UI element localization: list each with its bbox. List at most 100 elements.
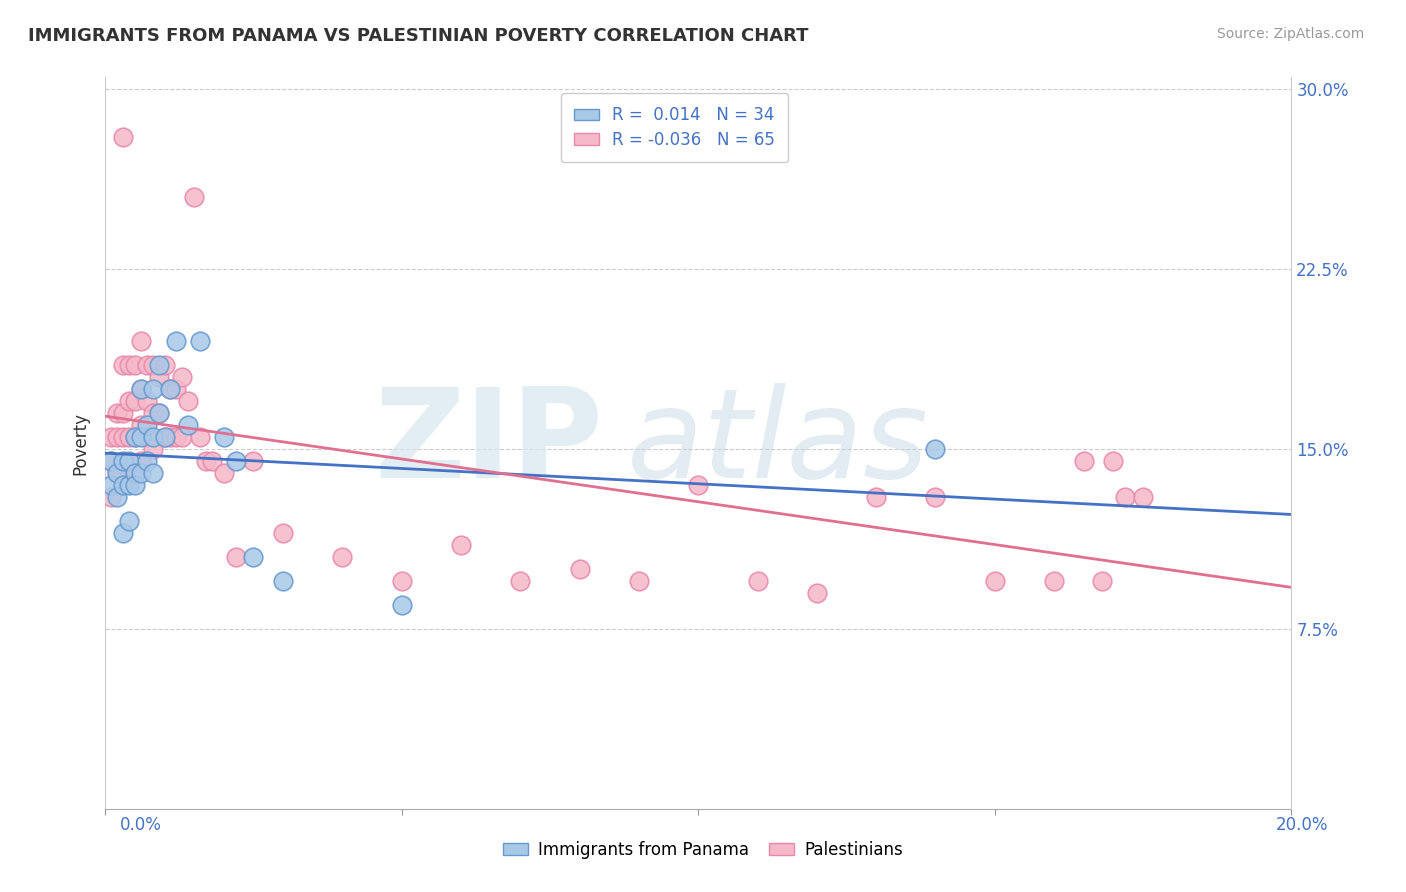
Point: [129, 430, 152, 444]
Point: [105, 406, 128, 420]
Point: [111, 130, 134, 145]
Point: [142, 442, 165, 457]
Point: [124, 466, 146, 480]
Point: [1043, 574, 1066, 589]
Point: [165, 382, 187, 396]
Point: [747, 574, 769, 589]
Point: [153, 430, 176, 444]
Point: [129, 466, 152, 480]
Point: [100, 454, 122, 468]
Point: [129, 334, 152, 349]
Point: [627, 574, 650, 589]
Point: [212, 430, 235, 444]
Point: [332, 550, 354, 565]
Point: [1114, 490, 1136, 504]
Point: [118, 478, 141, 492]
Point: [271, 526, 294, 541]
Point: [135, 394, 157, 409]
Point: [105, 430, 128, 444]
Point: [124, 430, 146, 444]
Point: [111, 406, 134, 420]
Point: [159, 382, 181, 396]
Text: ZIP: ZIP: [374, 383, 603, 504]
Point: [225, 454, 247, 468]
Point: [118, 466, 141, 480]
Point: [568, 562, 591, 576]
Point: [172, 430, 194, 444]
Point: [1102, 454, 1125, 468]
Legend: R =  0.014   N = 34, R = -0.036   N = 65: R = 0.014 N = 34, R = -0.036 N = 65: [561, 93, 789, 162]
Point: [1073, 454, 1095, 468]
Point: [159, 430, 181, 444]
Point: [135, 418, 157, 433]
Point: [391, 598, 413, 612]
Legend: Immigrants from Panama, Palestinians: Immigrants from Panama, Palestinians: [496, 835, 910, 866]
Point: [111, 478, 134, 492]
Point: [129, 454, 152, 468]
Point: [118, 454, 141, 468]
Point: [1132, 490, 1154, 504]
Point: [124, 430, 146, 444]
Point: [195, 454, 218, 468]
Point: [188, 334, 211, 349]
Point: [105, 466, 128, 480]
Point: [509, 574, 531, 589]
Point: [177, 394, 200, 409]
Point: [165, 430, 187, 444]
Point: [129, 382, 152, 396]
Point: [135, 358, 157, 372]
Point: [111, 454, 134, 468]
Point: [142, 358, 165, 372]
Point: [111, 526, 134, 541]
Point: [201, 454, 224, 468]
Point: [118, 394, 141, 409]
Point: [865, 490, 887, 504]
Point: [177, 418, 200, 433]
Y-axis label: Poverty: Poverty: [72, 412, 89, 475]
Point: [124, 394, 146, 409]
Point: [212, 466, 235, 480]
Point: [124, 358, 146, 372]
Point: [188, 430, 211, 444]
Point: [391, 574, 413, 589]
Point: [118, 514, 141, 528]
Point: [242, 550, 264, 565]
Point: [450, 538, 472, 552]
Point: [148, 406, 170, 420]
Point: [124, 466, 146, 480]
Point: [142, 382, 165, 396]
Text: Source: ZipAtlas.com: Source: ZipAtlas.com: [1216, 27, 1364, 41]
Point: [984, 574, 1007, 589]
Point: [129, 418, 152, 433]
Point: [242, 454, 264, 468]
Point: [135, 430, 157, 444]
Point: [172, 370, 194, 384]
Point: [153, 430, 176, 444]
Point: [271, 574, 294, 589]
Point: [148, 358, 170, 372]
Point: [165, 334, 187, 349]
Point: [806, 586, 828, 600]
Point: [124, 478, 146, 492]
Point: [100, 454, 122, 468]
Text: 20.0%: 20.0%: [1277, 816, 1329, 834]
Point: [100, 490, 122, 504]
Point: [148, 406, 170, 420]
Text: atlas: atlas: [627, 383, 929, 504]
Point: [225, 550, 247, 565]
Point: [924, 490, 946, 504]
Point: [153, 358, 176, 372]
Point: [142, 430, 165, 444]
Point: [129, 382, 152, 396]
Point: [100, 430, 122, 444]
Point: [183, 190, 205, 204]
Point: [100, 478, 122, 492]
Point: [688, 478, 710, 492]
Point: [111, 358, 134, 372]
Point: [159, 382, 181, 396]
Point: [105, 466, 128, 480]
Point: [924, 442, 946, 457]
Point: [111, 430, 134, 444]
Text: IMMIGRANTS FROM PANAMA VS PALESTINIAN POVERTY CORRELATION CHART: IMMIGRANTS FROM PANAMA VS PALESTINIAN PO…: [28, 27, 808, 45]
Point: [135, 454, 157, 468]
